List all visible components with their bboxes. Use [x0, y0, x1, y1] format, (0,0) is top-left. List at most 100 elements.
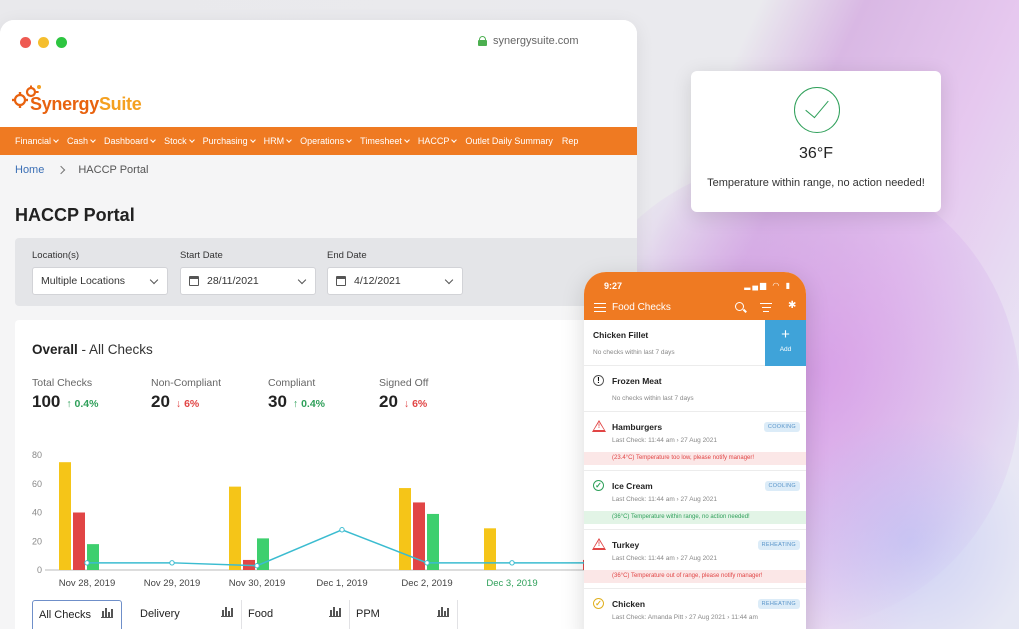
- bar: [484, 528, 496, 570]
- app-content: SynergySuite Financial Cash Dashboard Stock…: [0, 64, 637, 629]
- trend-point: [425, 561, 429, 565]
- bar: [87, 544, 99, 570]
- stat-delta: ↑ 0.4%: [66, 398, 98, 410]
- stat-label: Non-Compliant: [151, 377, 221, 389]
- location-value: Multiple Locations: [41, 275, 125, 287]
- nav-item[interactable]: Cash: [67, 136, 95, 146]
- stage-tag: REHEATING: [758, 540, 800, 550]
- nav-item[interactable]: HACCP: [418, 136, 457, 146]
- start-date-input[interactable]: 28/11/2021: [180, 267, 316, 295]
- stat-delta: ↓ 6%: [176, 398, 199, 410]
- item-subtext: Last Check: 11:44 am › 27 Aug 2021: [612, 496, 717, 503]
- start-date-filter: Start Date 28/11/2021: [180, 250, 316, 295]
- start-date-label: Start Date: [180, 250, 316, 261]
- x-tick-label: Dec 2, 2019: [401, 578, 452, 589]
- bluetooth-icon[interactable]: ✱: [788, 300, 796, 311]
- chevron-down-icon: [189, 137, 195, 143]
- item-name: Hamburgers: [612, 422, 662, 432]
- nav-item[interactable]: Dashboard: [104, 136, 155, 146]
- lock-icon: [478, 36, 487, 46]
- calendar-icon: [189, 276, 199, 286]
- location-filter: Location(s) Multiple Locations: [32, 250, 168, 295]
- y-tick-label: 20: [32, 536, 42, 546]
- trend-point: [255, 563, 259, 567]
- tab-delivery[interactable]: Delivery: [134, 600, 242, 629]
- temperature-alert: (36°C) Temperature out of range, please …: [584, 570, 806, 583]
- stat-value: 30: [268, 392, 287, 412]
- calendar-icon: [336, 276, 346, 286]
- nav-item-label: HACCP: [418, 136, 450, 146]
- trend-point: [85, 561, 89, 565]
- tab-label: Delivery: [140, 608, 180, 620]
- item-name: Chicken: [612, 599, 645, 609]
- stat-value-row: 20 ↓ 6%: [379, 392, 428, 412]
- end-date-input[interactable]: 4/12/2021: [327, 267, 463, 295]
- breadcrumb: Home HACCP Portal: [15, 164, 148, 176]
- bar: [229, 487, 241, 570]
- close-window-button[interactable]: [20, 37, 31, 48]
- food-check-item[interactable]: ! Hamburgers Last Check: 11:44 am › 27 Aug…: [584, 412, 806, 471]
- chevron-down-icon: [286, 137, 292, 143]
- bar: [73, 513, 85, 571]
- breadcrumb-home-link[interactable]: Home: [15, 164, 44, 176]
- x-tick-label: Dec 3, 2019: [486, 578, 537, 589]
- food-check-item[interactable]: ! Turkey Last Check: 11:44 am › 27 Aug 202…: [584, 530, 806, 589]
- nav-item-label: Timesheet: [360, 136, 402, 146]
- tab-label: PPM: [356, 608, 380, 620]
- hamburger-menu-icon[interactable]: [594, 303, 606, 312]
- nav-item[interactable]: Timesheet: [360, 136, 409, 146]
- tab-label: Food: [248, 608, 273, 620]
- nav-item[interactable]: Outlet Daily Summary: [465, 136, 553, 146]
- trend-point: [340, 528, 344, 532]
- nav-item[interactable]: Purchasing: [203, 136, 255, 146]
- tab-food[interactable]: Food: [242, 600, 350, 629]
- tab-all-checks[interactable]: All Checks: [32, 600, 122, 629]
- overall-card: Overall - All Checks Total Checks 100 ↑ 0.…: [15, 320, 637, 629]
- chevron-right-icon: [57, 166, 65, 174]
- chevron-down-icon: [53, 137, 59, 143]
- chevron-down-icon: [90, 137, 96, 143]
- item-name: Frozen Meat: [612, 376, 662, 386]
- maximize-window-button[interactable]: [56, 37, 67, 48]
- minimize-window-button[interactable]: [38, 37, 49, 48]
- plus-icon: +: [765, 324, 806, 346]
- temperature-alert: (36°C) Temperature within range, no acti…: [584, 511, 806, 524]
- bar: [59, 462, 71, 570]
- chevron-down-icon: [250, 137, 256, 143]
- check-circle-icon: ✓: [593, 480, 604, 491]
- end-date-filter: End Date 4/12/2021: [327, 250, 463, 295]
- x-tick-label: Nov 29, 2019: [144, 578, 201, 589]
- search-icon[interactable]: [735, 302, 744, 311]
- stat-signed-off: Signed Off 20 ↓ 6%: [379, 377, 428, 412]
- food-check-item[interactable]: ✓ Ice Cream Last Check: 11:44 am › 27 Aug …: [584, 471, 806, 530]
- add-check-button[interactable]: + Add: [765, 320, 806, 366]
- nav-item-label: Financial: [15, 136, 51, 146]
- nav-item[interactable]: Stock: [164, 136, 194, 146]
- nav-item[interactable]: Operations: [300, 136, 351, 146]
- nav-item-label: HRM: [264, 136, 285, 146]
- nav-item[interactable]: HRM: [264, 136, 292, 146]
- filter-icon[interactable]: [760, 303, 772, 312]
- chevron-down-icon: [452, 137, 458, 143]
- breadcrumb-current: HACCP Portal: [78, 164, 148, 176]
- tab-ppm[interactable]: PPM: [350, 600, 458, 629]
- nav-item[interactable]: Financial: [15, 136, 58, 146]
- phone-app: 9:27 ▂▄▆ ◠ ▮ Food Checks ✱ Chicken Fille…: [584, 272, 806, 629]
- filter-panel: Location(s) Multiple Locations Start Dat…: [15, 238, 637, 306]
- logo-text[interactable]: SynergySuite: [30, 94, 141, 115]
- stat-value-row: 100 ↑ 0.4%: [32, 392, 98, 412]
- x-tick-label: Dec 1, 2019: [316, 578, 367, 589]
- nav-item[interactable]: Rep: [562, 136, 579, 146]
- info-circle-icon: !: [593, 375, 604, 386]
- stage-tag: COOKING: [764, 422, 800, 432]
- location-select[interactable]: Multiple Locations: [32, 267, 168, 295]
- address-bar[interactable]: synergysuite.com: [478, 35, 579, 47]
- food-check-item[interactable]: ✓ Chicken Last Check: Amanda Pitt › 27 Aug…: [584, 589, 806, 629]
- food-check-item[interactable]: ! Frozen Meat No checks within last 7 days: [584, 366, 806, 412]
- item-subtext: No checks within last 7 days: [593, 349, 675, 356]
- phone-time: 9:27: [604, 281, 622, 291]
- nav-item-label: Rep: [562, 136, 579, 146]
- check-circle-icon: [794, 87, 840, 133]
- chevron-down-icon: [445, 276, 453, 284]
- bar-chart-icon: [329, 607, 341, 617]
